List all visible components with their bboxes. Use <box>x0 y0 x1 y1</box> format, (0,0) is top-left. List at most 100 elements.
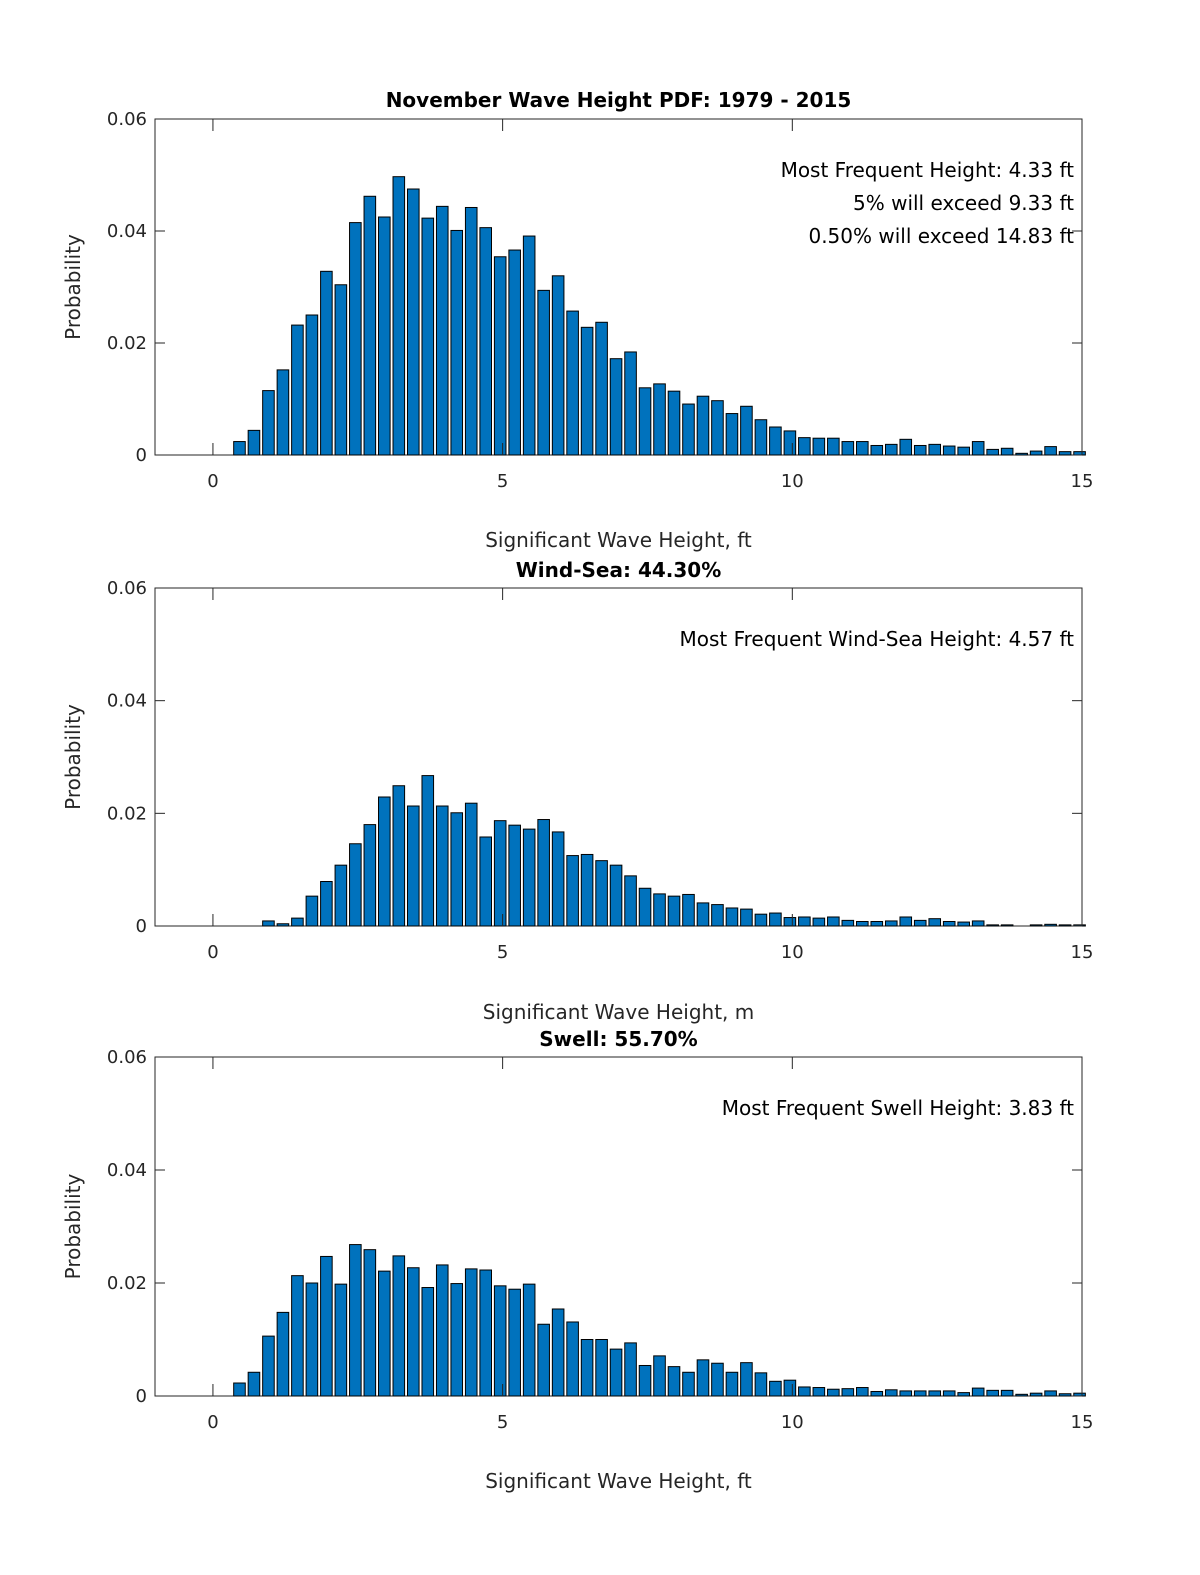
bar <box>856 920 869 927</box>
bar <box>1029 924 1043 927</box>
bar <box>349 222 362 456</box>
bar <box>233 1382 246 1397</box>
bar <box>884 1389 898 1397</box>
bar <box>406 1267 420 1397</box>
bar <box>884 443 898 456</box>
bar <box>435 205 449 456</box>
bar <box>638 387 652 456</box>
bar <box>754 1372 768 1397</box>
bar <box>320 270 333 456</box>
bar <box>986 924 999 927</box>
bar <box>464 206 478 456</box>
annotation: 5% will exceed 9.33 ft <box>853 191 1074 215</box>
y-axis-label: Probability <box>61 704 85 810</box>
x-tick-label: 5 <box>497 1412 508 1433</box>
bar <box>566 855 579 927</box>
bar <box>1044 923 1057 927</box>
bar <box>291 1275 304 1397</box>
y-axis-label: Probability <box>61 1173 85 1279</box>
bar <box>363 1249 377 1397</box>
bar <box>595 321 608 456</box>
y-tick-label: 0.06 <box>107 578 147 599</box>
bar <box>392 785 406 927</box>
bar <box>1073 451 1086 456</box>
bar <box>580 326 594 456</box>
x-tick-label: 10 <box>781 471 804 492</box>
x-tick-label: 15 <box>1071 471 1094 492</box>
x-tick-label: 0 <box>207 942 218 963</box>
bar <box>827 1388 840 1397</box>
bar <box>493 256 507 456</box>
bar <box>522 235 536 456</box>
bar <box>580 1339 594 1397</box>
x-tick-label: 10 <box>781 1412 804 1433</box>
y-tick-label: 0.04 <box>107 221 147 242</box>
bar <box>464 802 478 927</box>
bar <box>711 904 724 927</box>
bar <box>406 805 420 927</box>
chart-panel-2: 0 5 10 15 0 0.02 0.04 0.06 Wind-Sea: 44.30% Signi… <box>61 558 1093 1024</box>
bar <box>812 437 826 456</box>
annotation: Most Frequent Wind-Sea Height: 4.57 ft <box>679 627 1074 651</box>
bar <box>783 430 797 456</box>
bar <box>479 1269 493 1397</box>
bar <box>913 919 927 927</box>
bar <box>508 824 521 927</box>
bar <box>609 864 623 927</box>
bar <box>566 1321 579 1397</box>
bar <box>276 1311 290 1397</box>
bar <box>913 1390 927 1397</box>
bar <box>812 1387 826 1397</box>
bar <box>450 1283 464 1397</box>
bar <box>928 918 942 927</box>
bar <box>1029 1392 1043 1397</box>
chart-title: Wind-Sea: 44.30% <box>516 558 722 582</box>
bar <box>682 403 695 456</box>
bar <box>595 860 608 927</box>
bar <box>870 444 884 456</box>
chart-title: November Wave Height PDF: 1979 - 2015 <box>386 88 852 112</box>
bar <box>798 916 811 927</box>
y-tick-label: 0.06 <box>107 1047 147 1068</box>
x-axis-label: Significant Wave Height, ft <box>485 1469 752 1493</box>
bar <box>740 405 753 456</box>
bar <box>957 446 970 456</box>
chart-title: Swell: 55.70% <box>539 1027 697 1051</box>
bar <box>493 1285 507 1397</box>
bar <box>305 895 319 927</box>
bar <box>276 369 290 456</box>
bar <box>884 920 898 927</box>
bar <box>667 1366 681 1397</box>
bar <box>320 881 333 927</box>
bar <box>942 445 956 456</box>
y-tick-label: 0.04 <box>107 1160 147 1181</box>
bar <box>435 805 449 927</box>
x-tick-label: 0 <box>207 1412 218 1433</box>
bar <box>464 1268 478 1397</box>
bar <box>450 812 464 927</box>
bar <box>667 390 681 456</box>
bar <box>740 1362 753 1397</box>
x-axis-label: Significant Wave Height, ft <box>485 528 752 552</box>
bar <box>378 796 391 927</box>
y-tick-label: 0 <box>136 916 147 937</box>
bar <box>653 893 666 927</box>
bar <box>899 1390 913 1397</box>
bar <box>233 441 246 456</box>
bar <box>378 1270 391 1397</box>
y-tick-label: 0.02 <box>107 1273 147 1294</box>
x-tick-label: 15 <box>1071 1412 1094 1433</box>
y-tick-label: 0 <box>136 445 147 466</box>
bar <box>971 920 985 927</box>
bar <box>696 395 710 456</box>
bar <box>667 895 681 927</box>
bar <box>305 1282 319 1397</box>
bar <box>247 429 261 456</box>
bar <box>740 908 753 927</box>
bar <box>508 1288 521 1397</box>
bar <box>421 1287 435 1397</box>
bar <box>783 917 797 927</box>
bar <box>856 441 869 456</box>
x-axis-label: Significant Wave Height, m <box>483 1000 754 1024</box>
